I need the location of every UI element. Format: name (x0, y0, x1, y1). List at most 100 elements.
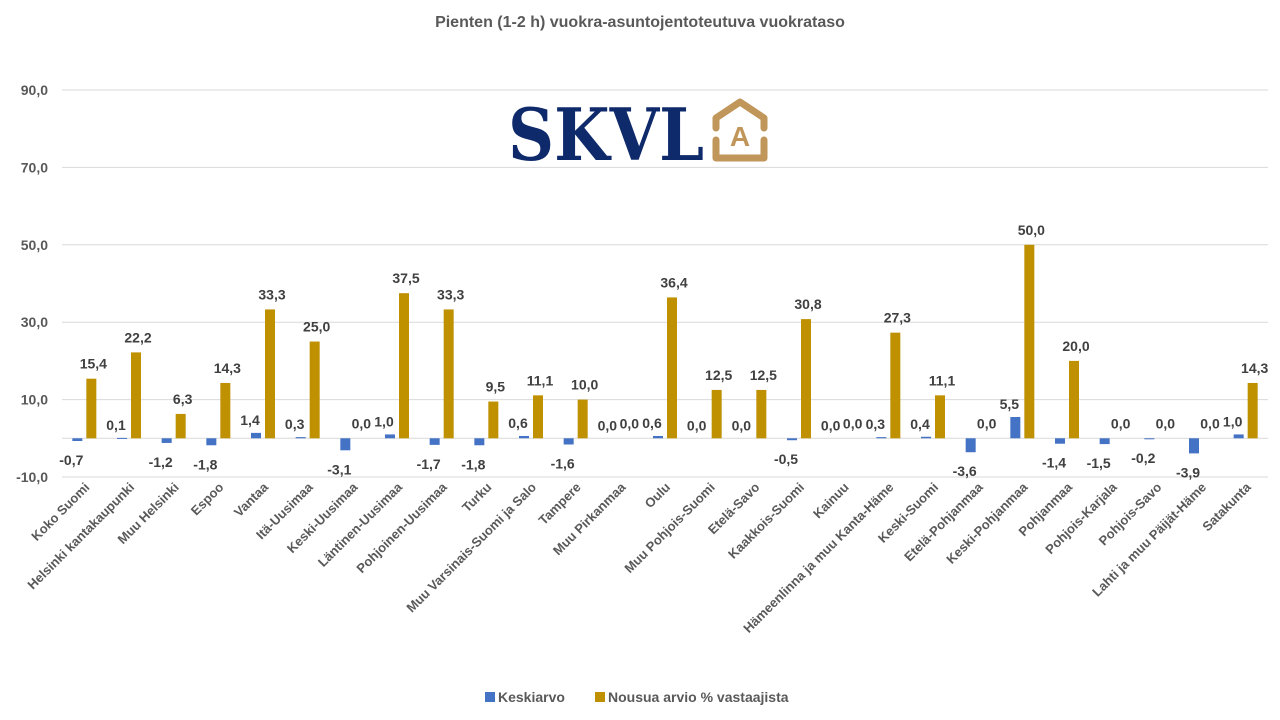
category-label: Oulu (642, 479, 674, 511)
bar-nousua (220, 382, 231, 439)
bar-keskiarvo (1010, 417, 1021, 439)
data-label-nousua: 22,2 (124, 329, 151, 345)
category-label: Muu Pohjois-Suomi (621, 480, 717, 576)
logo-text: SKVL (508, 92, 704, 177)
data-label-nousua: 0,0 (1156, 415, 1176, 431)
bar-keskiarvo (295, 437, 306, 439)
data-label-keskiarvo: -1,7 (417, 456, 441, 472)
data-label-keskiarvo: -3,9 (1176, 464, 1200, 480)
chart-title: Pienten (1-2 h) vuokra-asuntojentoteutuv… (435, 14, 845, 31)
legend: Keskiarvo Nousua arvio % vastaajista (485, 689, 789, 705)
category-label: Etelä-Pohjanmaa (901, 479, 986, 564)
data-label-keskiarvo: -3,1 (327, 461, 351, 477)
data-label-nousua: 0,0 (843, 415, 863, 431)
data-label-nousua: 9,5 (486, 379, 506, 395)
data-label-nousua: 0,0 (1200, 415, 1220, 431)
data-label-nousua: 37,5 (392, 270, 419, 286)
bar-keskiarvo (921, 436, 931, 439)
bar-nousua (488, 401, 499, 439)
bar-keskiarvo (1189, 438, 1199, 454)
bar-nousua (309, 341, 320, 439)
bar-keskiarvo (876, 437, 887, 439)
logo-badge-letter: A (730, 121, 750, 152)
legend-item-keskiarvo[interactable]: Keskiarvo (485, 689, 565, 705)
data-label-nousua: 0,0 (1111, 415, 1131, 431)
bar-nousua (1069, 360, 1079, 439)
bar-nousua (131, 352, 141, 439)
bar-keskiarvo (965, 438, 976, 453)
bar-keskiarvo (1144, 438, 1155, 440)
data-label-keskiarvo: 1,0 (1223, 413, 1243, 429)
y-tick-label: 10,0 (21, 392, 48, 408)
category-label: Vantaa (231, 479, 272, 520)
bar-keskiarvo (519, 435, 529, 439)
data-label-nousua: 10,0 (571, 377, 598, 393)
data-label-nousua: 14,3 (214, 360, 241, 376)
data-label-keskiarvo: -1,6 (551, 455, 575, 471)
bar-keskiarvo (653, 435, 663, 439)
category-label: Pohjoinen-Uusimaa (353, 479, 450, 576)
bar-nousua (1024, 244, 1035, 439)
bar-nousua (801, 319, 811, 439)
data-label-keskiarvo: 5,5 (1000, 396, 1020, 412)
data-label-keskiarvo: -0,2 (1131, 450, 1155, 466)
data-label-keskiarvo: 0,3 (866, 416, 886, 432)
legend-item-nousua[interactable]: Nousua arvio % vastaajista (595, 689, 789, 705)
legend-label-keskiarvo: Keskiarvo (498, 689, 565, 705)
bar-keskiarvo (429, 438, 440, 445)
category-label: Läntinen-Uusimaa (315, 479, 406, 570)
data-label-nousua: 11,1 (929, 372, 956, 388)
data-label-nousua: 12,5 (750, 367, 777, 383)
data-label-nousua: 15,4 (80, 356, 107, 372)
bar-keskiarvo (206, 438, 217, 446)
data-label-keskiarvo: -1,8 (461, 456, 485, 472)
category-label: Satakunta (1199, 479, 1254, 534)
data-label-keskiarvo: 0,0 (598, 417, 618, 433)
bar-keskiarvo (72, 438, 83, 442)
bar-keskiarvo (1055, 438, 1065, 444)
data-label-keskiarvo: 1,0 (374, 413, 394, 429)
data-label-keskiarvo: 1,4 (240, 412, 260, 428)
category-label: Turku (459, 479, 495, 515)
data-label-keskiarvo: -1,2 (149, 454, 173, 470)
bar-keskiarvo (1233, 434, 1244, 439)
category-label: Keski-Pohjanmaa (943, 479, 1031, 567)
gridlines (62, 89, 1268, 478)
bars (72, 244, 1258, 454)
bar-nousua (711, 389, 722, 439)
bar-keskiarvo (251, 432, 261, 439)
data-label-keskiarvo: 0,6 (508, 415, 528, 431)
logo: SKVL A (508, 92, 768, 177)
data-label-nousua: 33,3 (258, 286, 285, 302)
data-label-nousua: 20,0 (1062, 338, 1089, 354)
bar-nousua (890, 332, 901, 439)
bar-nousua (175, 413, 186, 439)
data-label-keskiarvo: -0,7 (59, 452, 83, 468)
category-label: Kainuu (810, 479, 852, 521)
data-label-nousua: 12,5 (705, 367, 732, 383)
category-label: Kaakkois-Suomi (725, 480, 807, 562)
bar-nousua (399, 293, 409, 439)
bar-keskiarvo (787, 438, 797, 441)
data-label-keskiarvo: -3,6 (953, 463, 977, 479)
legend-swatch-keskiarvo (485, 692, 495, 702)
bar-nousua (533, 395, 543, 439)
legend-swatch-nousua (595, 692, 605, 702)
data-label-keskiarvo: -0,5 (774, 451, 798, 467)
data-label-keskiarvo: 0,0 (732, 417, 752, 433)
data-label-nousua: 27,3 (884, 310, 911, 326)
y-tick-label: -10,0 (16, 469, 48, 485)
bar-keskiarvo (340, 438, 351, 451)
data-label-keskiarvo: -1,4 (1042, 455, 1066, 471)
data-label-nousua: 50,0 (1018, 222, 1045, 238)
data-label-nousua: 6,3 (173, 391, 193, 407)
data-label-nousua: 0,0 (620, 415, 640, 431)
bar-nousua (265, 309, 275, 439)
y-axis-ticks: -10,0 10,0 30,0 50,0 70,0 90,0 (16, 82, 48, 485)
data-label-keskiarvo: 0,1 (106, 417, 126, 433)
y-tick-label: 30,0 (21, 314, 48, 330)
data-label-keskiarvo: 0,3 (285, 416, 305, 432)
data-label-nousua: 25,0 (303, 319, 330, 335)
